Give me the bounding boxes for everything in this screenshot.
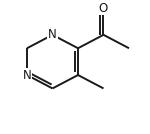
Text: N: N <box>23 68 31 82</box>
Text: O: O <box>99 1 108 15</box>
Text: N: N <box>48 28 57 41</box>
